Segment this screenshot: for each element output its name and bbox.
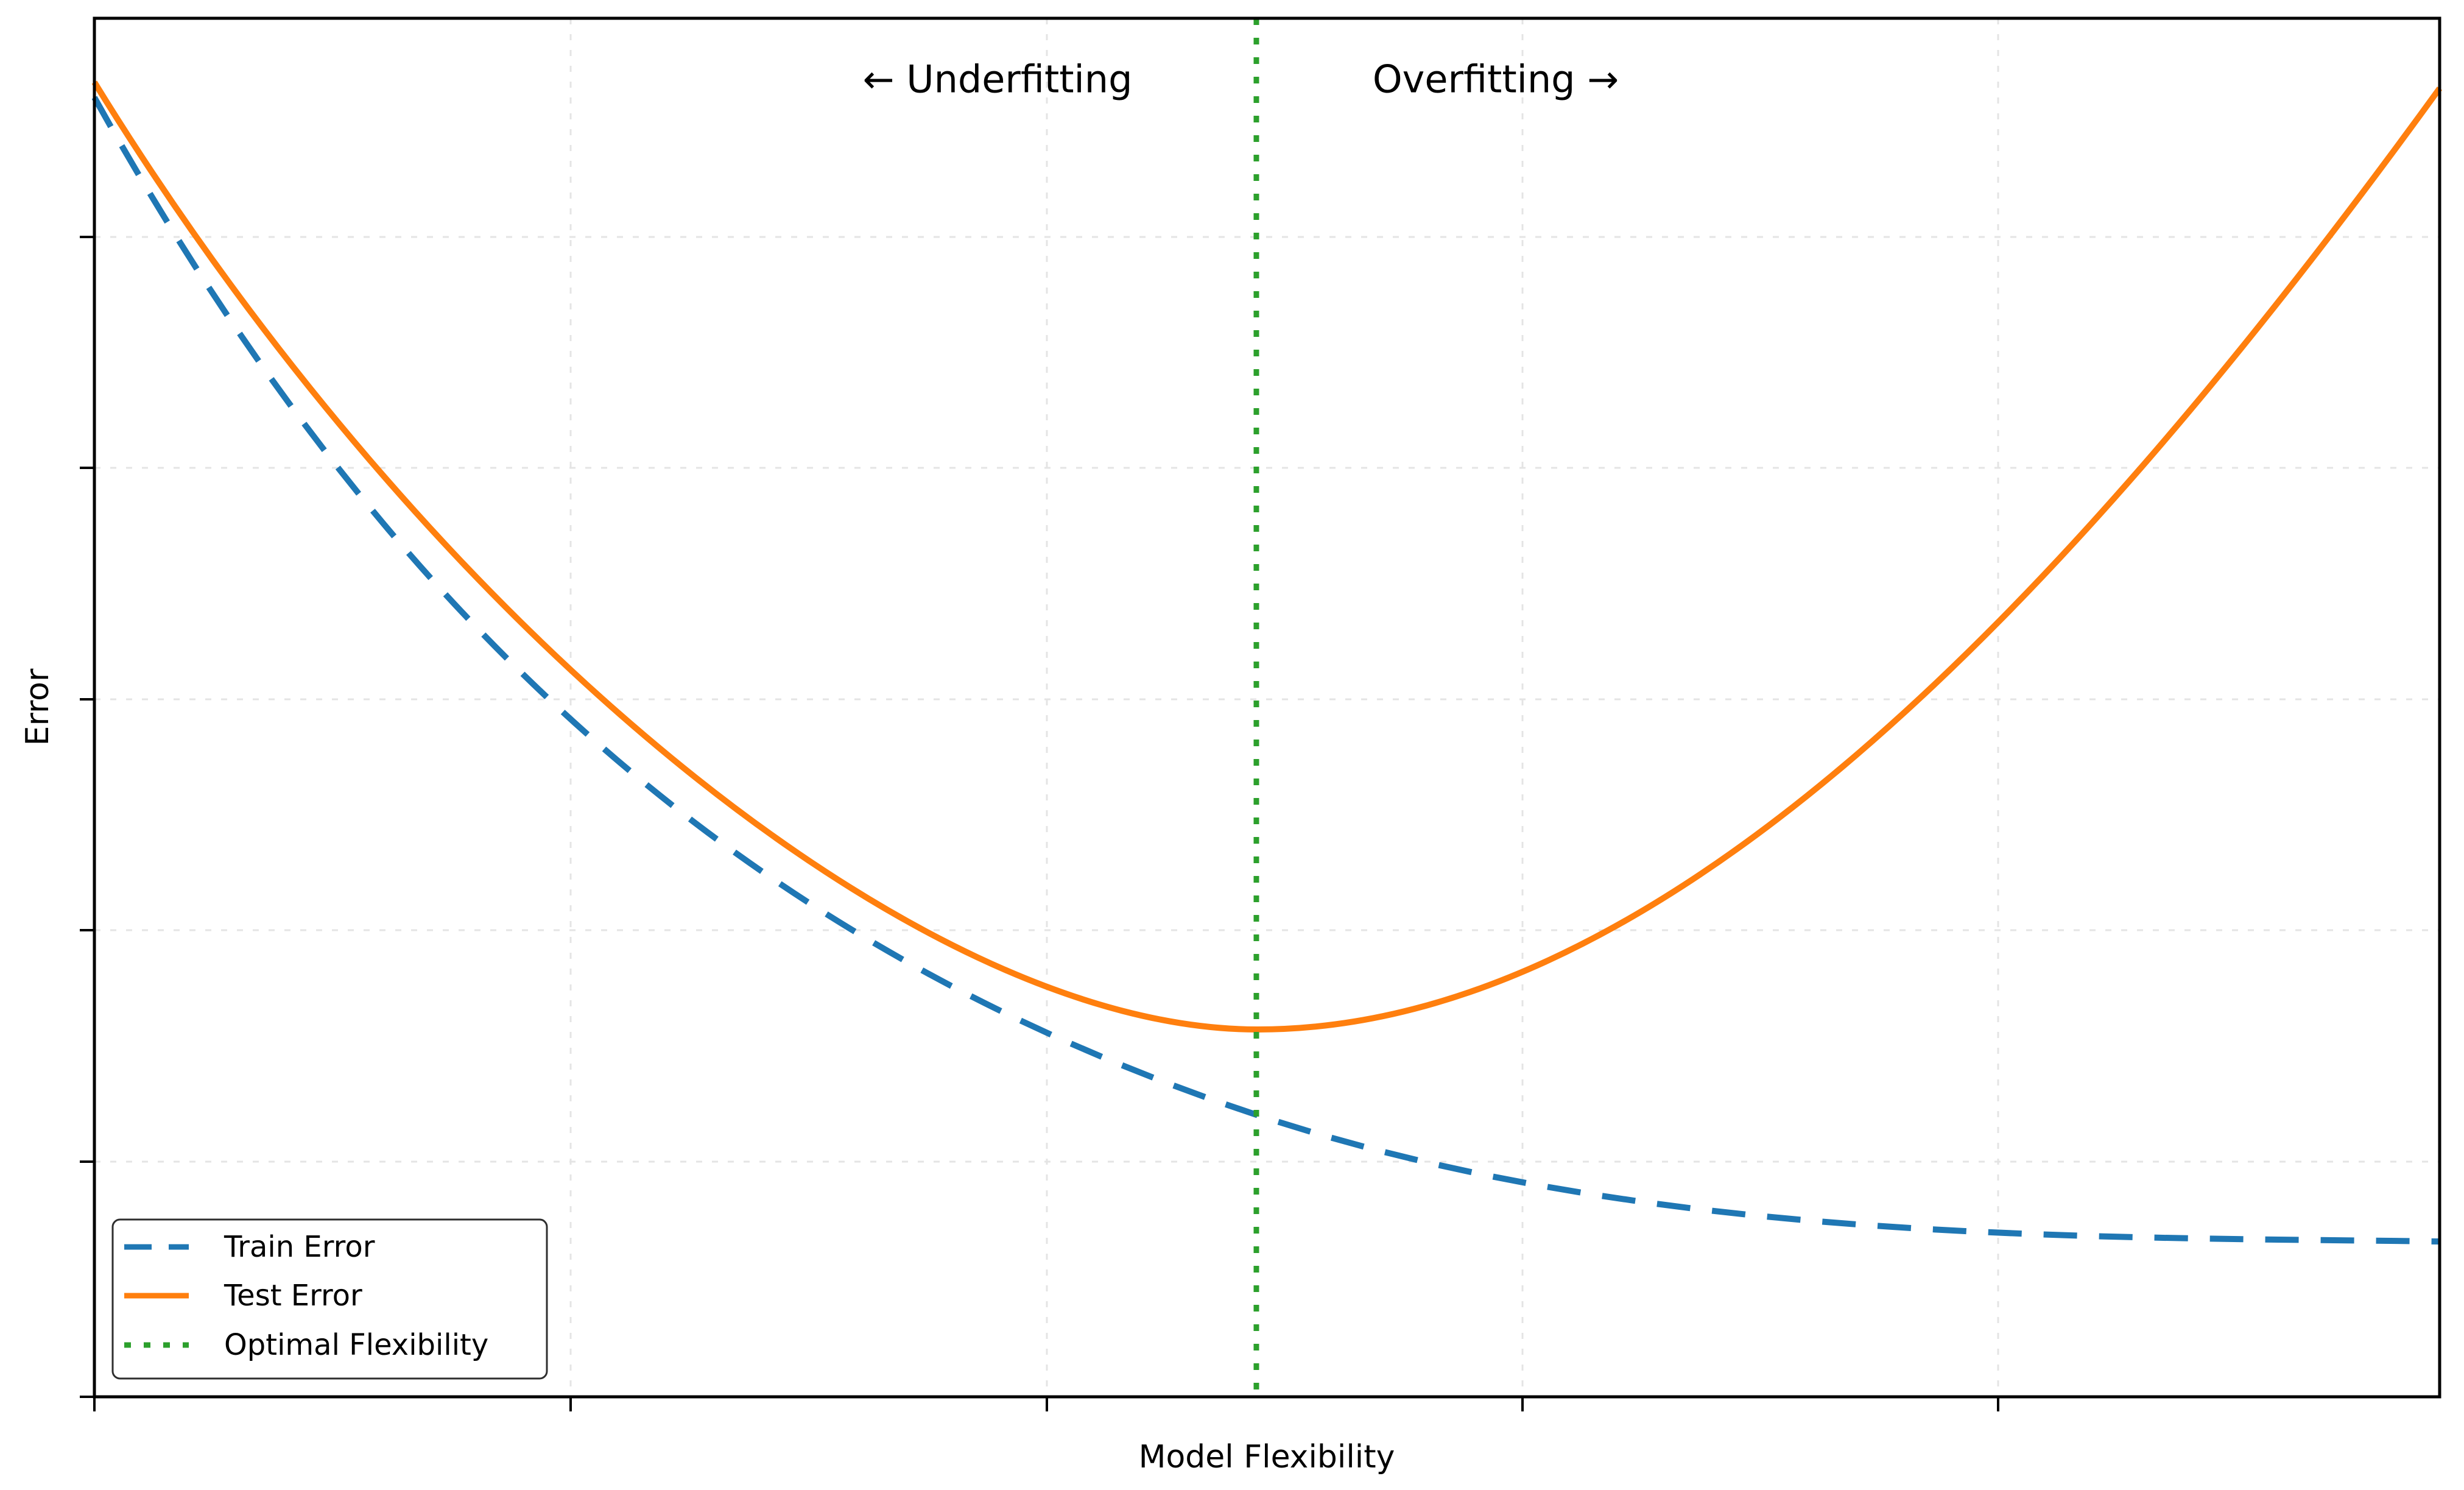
train-error-line: [91, 96, 2440, 1245]
x-axis-label: Model Flexibility: [1139, 1439, 1395, 1475]
overfitting-annotation: Overfitting →: [1373, 57, 1619, 102]
y-axis-ticks: [80, 236, 94, 1398]
test-error-line: [91, 80, 2443, 1033]
underfitting-annotation: ← Underfitting: [863, 57, 1133, 102]
x-axis-ticks: [93, 1397, 1999, 1411]
gridlines: [94, 18, 2440, 1397]
legend-label-test-error: Test Error: [224, 1279, 362, 1313]
legend-label-train-error: Train Error: [224, 1230, 375, 1264]
legend-item-test-error: Test Error: [124, 1279, 362, 1313]
y-axis-label: Error: [19, 668, 56, 746]
legend-item-train-error: Train Error: [124, 1230, 375, 1264]
legend-item-optimal-flexibility: Optimal Flexibility: [124, 1328, 488, 1362]
legend-label-optimal-flexibility: Optimal Flexibility: [224, 1328, 488, 1362]
plot-border: [93, 16, 2441, 1399]
legend: Train Error Test Error Optimal Flexibili…: [111, 1218, 548, 1380]
legend-box: [111, 1218, 548, 1380]
